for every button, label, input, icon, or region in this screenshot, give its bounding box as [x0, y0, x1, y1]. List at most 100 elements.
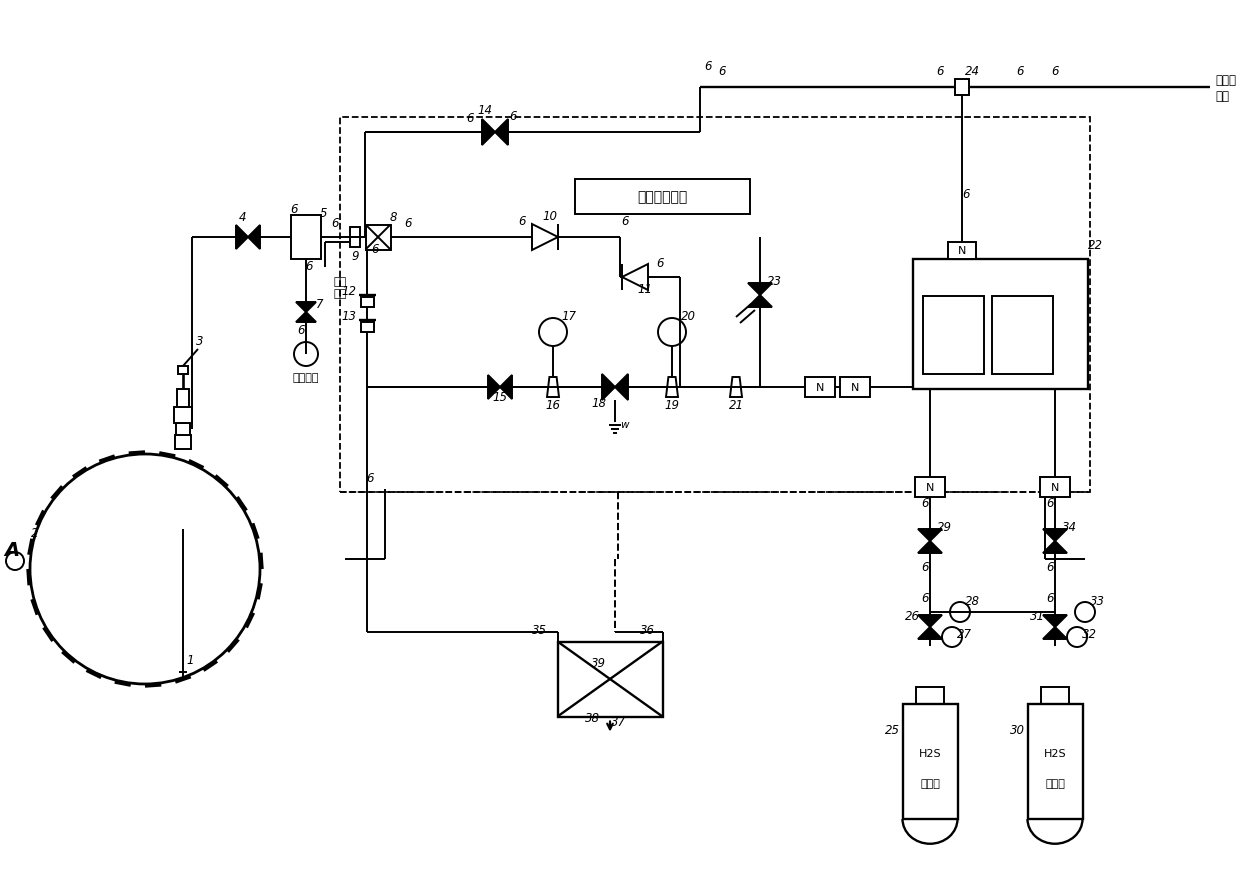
Bar [1040, 477, 1070, 497]
Bar [175, 435, 191, 449]
Text: 1: 1 [186, 653, 193, 667]
Text: 31: 31 [1029, 609, 1044, 622]
Polygon shape [248, 226, 260, 249]
Polygon shape [482, 120, 495, 146]
Text: 6: 6 [466, 112, 474, 125]
Text: N: N [851, 382, 859, 393]
Bar [177, 389, 188, 408]
Text: 3: 3 [196, 335, 203, 348]
Polygon shape [601, 375, 615, 401]
Text: N: N [1050, 482, 1059, 493]
Text: 28: 28 [965, 594, 980, 607]
Text: 13: 13 [341, 309, 357, 322]
Text: 35: 35 [532, 624, 547, 637]
Bar [174, 408, 192, 423]
Text: 30: 30 [1011, 724, 1025, 737]
Text: 34: 34 [1061, 521, 1076, 534]
Text: 36: 36 [640, 624, 655, 637]
Bar [805, 377, 835, 397]
Text: N: N [957, 246, 966, 255]
Polygon shape [1043, 627, 1066, 640]
Text: 6: 6 [936, 65, 944, 78]
Text: 6: 6 [290, 202, 298, 216]
Text: 6: 6 [962, 188, 970, 201]
Text: 6: 6 [921, 591, 929, 604]
Bar [955, 80, 968, 96]
Text: 37: 37 [610, 716, 625, 729]
Text: 6: 6 [1047, 591, 1054, 604]
Bar [340, 118, 1090, 493]
Text: 7: 7 [316, 298, 324, 310]
Text: 23: 23 [766, 275, 781, 288]
Text: 6: 6 [298, 323, 305, 336]
Text: 4: 4 [239, 211, 247, 223]
Text: 6: 6 [366, 472, 373, 484]
Text: A: A [5, 540, 20, 559]
Text: 33: 33 [1090, 594, 1105, 607]
Text: 6: 6 [656, 256, 663, 269]
Text: 8: 8 [389, 211, 397, 223]
Text: 6: 6 [510, 109, 517, 123]
Bar [176, 423, 190, 435]
Bar [839, 377, 870, 397]
Text: 放空至: 放空至 [1215, 73, 1236, 86]
Bar [915, 477, 945, 497]
Text: 16: 16 [546, 399, 560, 412]
Text: 2: 2 [31, 527, 38, 540]
Text: 接仪
表风: 接仪 表风 [334, 277, 347, 298]
Polygon shape [748, 295, 773, 308]
Text: 18: 18 [591, 396, 606, 409]
Text: 12: 12 [341, 285, 357, 298]
Polygon shape [918, 615, 942, 627]
Bar [1042, 687, 1069, 704]
Text: 17: 17 [562, 309, 577, 322]
Bar [350, 228, 360, 248]
Text: 14: 14 [477, 104, 492, 116]
Polygon shape [296, 313, 316, 322]
Text: 6: 6 [1017, 65, 1024, 78]
Text: 29: 29 [936, 521, 951, 534]
Bar [558, 642, 662, 717]
Bar [992, 296, 1053, 375]
Text: H2S: H2S [919, 748, 941, 758]
Text: 22: 22 [1087, 239, 1104, 252]
Polygon shape [1043, 541, 1066, 554]
Polygon shape [1043, 529, 1066, 541]
Polygon shape [615, 375, 627, 401]
Text: 39: 39 [590, 656, 605, 669]
Text: 32: 32 [1081, 627, 1096, 640]
Text: 15: 15 [492, 390, 507, 403]
Bar [361, 322, 373, 333]
Text: 6: 6 [1052, 65, 1059, 78]
Text: 5: 5 [320, 207, 327, 220]
Text: 大气: 大气 [1215, 90, 1229, 103]
Bar [916, 687, 944, 704]
Text: 6: 6 [331, 216, 339, 229]
Text: 6: 6 [1047, 561, 1054, 574]
Bar [291, 216, 321, 260]
Text: 至安全区: 至安全区 [293, 373, 319, 382]
Text: 6: 6 [371, 242, 378, 255]
Text: 6: 6 [704, 60, 712, 73]
Text: 11: 11 [637, 282, 652, 295]
Text: 19: 19 [665, 399, 680, 412]
Text: 27: 27 [956, 627, 971, 640]
Text: 10: 10 [543, 209, 558, 222]
Polygon shape [500, 375, 512, 400]
Bar [361, 298, 373, 308]
Bar [923, 296, 983, 375]
Text: 9: 9 [351, 249, 358, 262]
Text: 6: 6 [518, 215, 526, 228]
Bar [1028, 704, 1083, 819]
Bar [179, 367, 188, 375]
Bar [903, 704, 957, 819]
Bar [949, 242, 976, 259]
Text: 25: 25 [885, 724, 900, 737]
Text: 20: 20 [681, 309, 696, 322]
Text: 6: 6 [921, 496, 929, 509]
Text: 26: 26 [904, 609, 920, 622]
Polygon shape [236, 226, 248, 249]
Bar [575, 180, 750, 215]
Text: 样气处理系统: 样气处理系统 [637, 190, 688, 204]
Text: H2S: H2S [1044, 748, 1066, 758]
